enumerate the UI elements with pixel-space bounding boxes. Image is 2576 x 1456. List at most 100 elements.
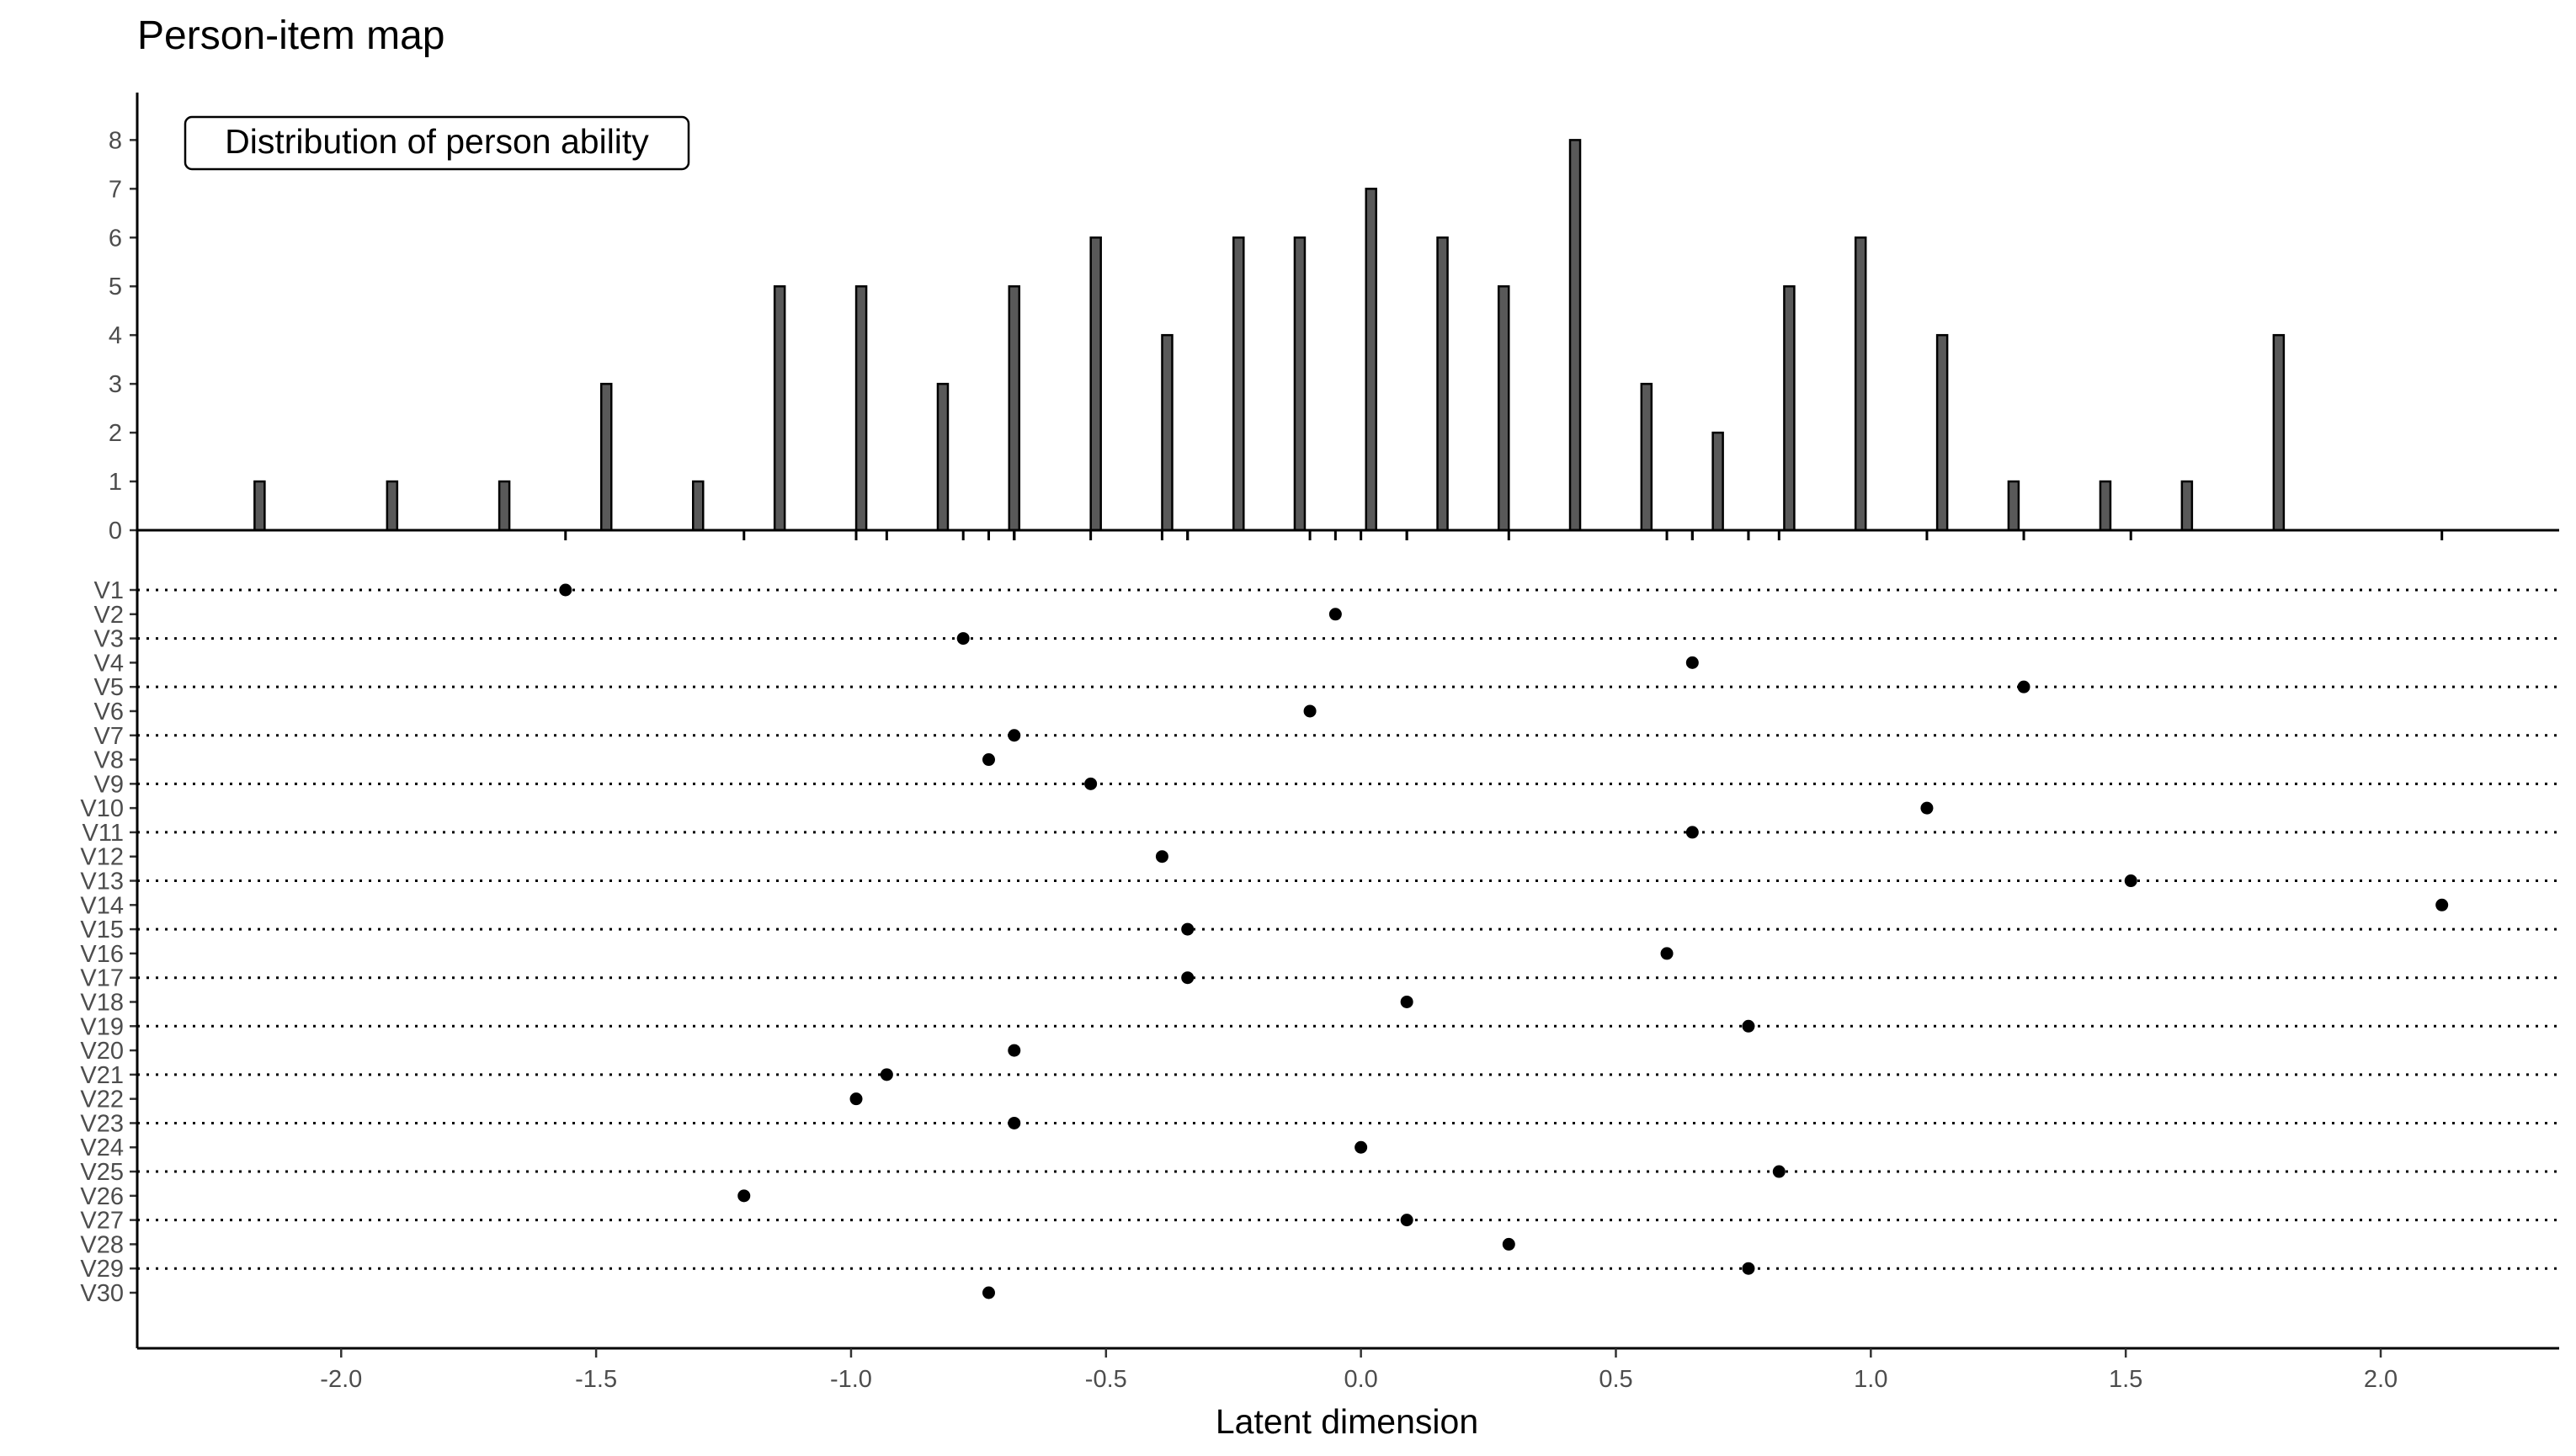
item-rows: V1V2V3V4V5V6V7V8V9V10V11V12V13V14V15V16V… <box>80 577 2559 1307</box>
legend-box <box>184 115 690 171</box>
legend-label: Distribution of person ability <box>225 122 649 161</box>
item-difficulty-point <box>1400 1214 1413 1227</box>
x-tick-label: -2.0 <box>320 1366 362 1393</box>
item-difficulty-point <box>2124 874 2137 888</box>
item-label: V25 <box>80 1159 124 1186</box>
item-label: V20 <box>80 1038 124 1065</box>
chart-title: Person-item map <box>137 13 444 58</box>
item-label: V19 <box>80 1013 124 1040</box>
histogram-bar <box>1711 431 1724 532</box>
y-tick-label: 1 <box>109 469 122 496</box>
item-label: V28 <box>80 1231 124 1258</box>
item-difficulty-point <box>1155 850 1168 864</box>
item-label: V5 <box>94 674 124 701</box>
histogram-bar <box>1161 333 1174 532</box>
item-label: V9 <box>94 771 124 798</box>
x-tick-label: 0.0 <box>1344 1366 1377 1393</box>
item-label: V30 <box>80 1280 124 1307</box>
x-tick-label: 1.5 <box>2109 1366 2142 1393</box>
x-tick-label: -1.5 <box>575 1366 617 1393</box>
item-label: V21 <box>80 1062 124 1089</box>
item-difficulty-point <box>1742 1262 1755 1275</box>
histogram-bar <box>1854 236 1867 532</box>
item-difficulty-point <box>1181 971 1195 985</box>
item-difficulty-point <box>1355 1140 1368 1154</box>
histogram-bar <box>599 382 613 532</box>
histogram-bar <box>692 480 705 532</box>
histogram-bar <box>1365 188 1378 532</box>
x-tick-label: -1.0 <box>830 1366 872 1393</box>
histogram-bar <box>1089 236 1102 532</box>
item-difficulty-point <box>1920 801 1934 815</box>
item-label: V13 <box>80 869 124 895</box>
item-label: V27 <box>80 1208 124 1235</box>
item-difficulty-point <box>982 753 995 767</box>
y-tick-label: 5 <box>109 274 122 300</box>
item-label: V29 <box>80 1256 124 1283</box>
histogram-bar <box>1568 139 1582 532</box>
histogram-bar <box>1640 382 1653 532</box>
y-tick-label: 4 <box>109 322 122 349</box>
item-label: V22 <box>80 1087 124 1113</box>
item-difficulty-point <box>1303 704 1317 718</box>
item-difficulty-point <box>2435 898 2449 911</box>
item-difficulty-point <box>1008 729 1021 742</box>
item-difficulty-point <box>956 632 970 646</box>
histogram-bar <box>1783 284 1796 532</box>
item-difficulty-point <box>1400 995 1413 1008</box>
item-difficulty-point <box>1084 777 1098 790</box>
histogram-bar <box>2272 333 2286 532</box>
item-difficulty-point <box>880 1068 893 1081</box>
histogram-bar <box>936 382 950 532</box>
item-label: V17 <box>80 965 124 992</box>
item-difficulty-point <box>737 1189 751 1203</box>
item-label: V11 <box>82 820 124 847</box>
x-axis-ticks: -2.0 -1.5 -1.0 -0.5 0.0 0.5 1.0 1.5 2.0 <box>320 1348 2398 1393</box>
item-label: V16 <box>80 941 124 968</box>
item-label: V6 <box>94 699 124 725</box>
item-difficulty-point <box>1742 1019 1755 1033</box>
histogram-bar <box>2099 480 2112 532</box>
histogram-panel: 0 1 2 3 4 5 6 7 8 Distribution of person ability <box>109 93 2559 545</box>
item-label: V23 <box>80 1110 124 1137</box>
y-tick-label: 8 <box>109 127 122 154</box>
x-tick-label: 1.0 <box>1854 1366 1887 1393</box>
y-tick-label: 2 <box>109 420 122 447</box>
y-tick-label: 7 <box>109 176 122 203</box>
histogram-bar <box>2180 480 2194 532</box>
item-label: V7 <box>94 723 124 750</box>
histogram-legend: Distribution of person ability <box>184 115 690 171</box>
x-tick-label: 0.5 <box>1599 1366 1632 1393</box>
histogram-bar <box>1436 236 1449 532</box>
item-difficulty-point <box>559 583 572 597</box>
item-difficulty-point <box>849 1092 863 1106</box>
item-label: V18 <box>80 989 124 1016</box>
x-tick-label: -0.5 <box>1085 1366 1127 1393</box>
item-label: V24 <box>80 1135 124 1161</box>
histogram-bar <box>1293 236 1307 532</box>
item-difficulty-point <box>982 1286 995 1299</box>
item-difficulty-point <box>1502 1237 1515 1251</box>
item-label: V8 <box>94 747 124 774</box>
histogram-bar <box>498 480 511 532</box>
histogram-bar <box>1232 236 1245 532</box>
histogram-bar <box>386 480 399 532</box>
item-difficulty-point <box>1008 1044 1021 1057</box>
item-label: V2 <box>94 602 124 629</box>
x-tick-label: 2.0 <box>2364 1366 2398 1393</box>
histogram-bars <box>253 139 2286 532</box>
item-label: V12 <box>80 844 124 871</box>
histogram-bar <box>1008 284 1021 532</box>
y-tick-label: 0 <box>109 518 122 545</box>
item-difficulty-ticks <box>564 530 2444 540</box>
histogram-y-axis: 0 1 2 3 4 5 6 7 8 <box>109 127 137 545</box>
item-label: V3 <box>94 626 124 653</box>
item-difficulty-point <box>1685 826 1699 839</box>
item-difficulty-point <box>1685 656 1699 669</box>
item-difficulty-point <box>1008 1116 1021 1129</box>
item-panel: V1V2V3V4V5V6V7V8V9V10V11V12V13V14V15V16V… <box>80 530 2559 1441</box>
item-label: V1 <box>94 577 124 604</box>
item-difficulty-point <box>1181 922 1195 936</box>
histogram-bar <box>253 480 266 532</box>
